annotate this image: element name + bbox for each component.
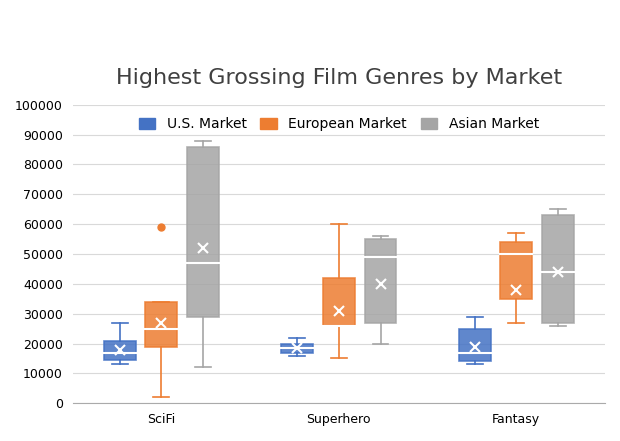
Bar (542, 215, 574, 323)
Legend: U.S. Market, European Market, Asian Market: U.S. Market, European Market, Asian Mark… (133, 112, 544, 137)
Bar (365, 239, 396, 323)
Title: Highest Grossing Film Genres by Market: Highest Grossing Film Genres by Market (116, 68, 562, 88)
Bar (459, 329, 490, 362)
Bar (145, 302, 177, 347)
Bar (187, 146, 219, 317)
Bar (323, 278, 355, 325)
Bar (500, 242, 532, 299)
Bar (104, 340, 136, 360)
Bar (281, 344, 313, 352)
